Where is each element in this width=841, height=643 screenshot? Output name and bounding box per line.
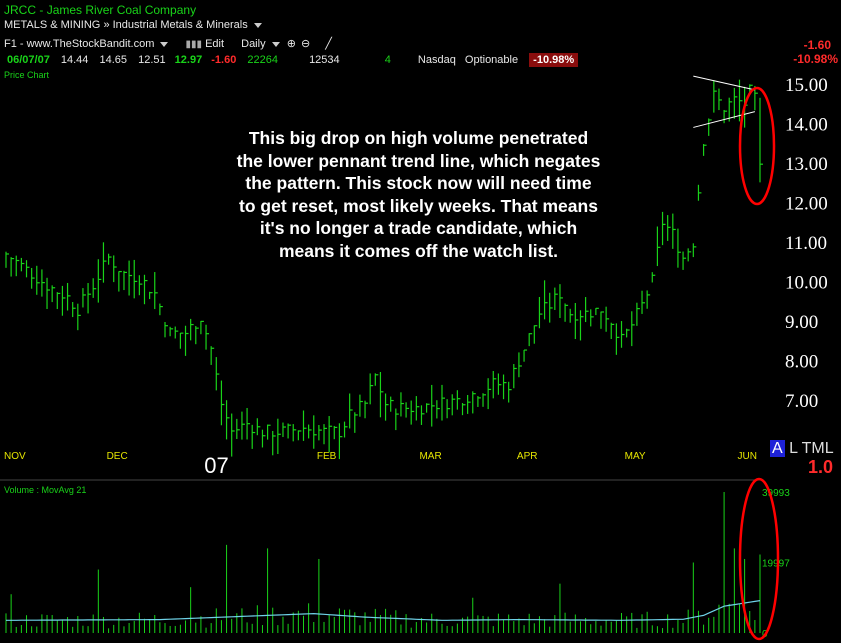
quote-change: -1.60 <box>211 54 237 66</box>
quote-avg-volume: 12534 <box>309 54 340 66</box>
l-label[interactable]: L <box>789 440 798 457</box>
date-tick-label: DEC <box>107 451 128 462</box>
pennant-line <box>693 111 755 128</box>
date-tick-label: APR <box>517 451 538 462</box>
industry: Industrial Metals & Minerals <box>112 19 248 31</box>
price-tick-label: 10.00 <box>785 273 828 294</box>
quote-high: 14.65 <box>99 54 128 66</box>
interval-selector[interactable]: Daily <box>241 38 266 50</box>
quote-date: 06/07/07 <box>7 54 50 66</box>
quote-count: 4 <box>384 54 391 66</box>
corner-value: 1.0 <box>808 457 834 477</box>
zoom-in-icon[interactable]: ⊕ <box>286 38 296 50</box>
volume-spike-highlight-circle <box>738 477 780 641</box>
annotation-line: the pattern. This stock now will need ti… <box>245 173 592 193</box>
toolbar: F1 - www.TheStockBandit.com ▮▮▮ Edit Dai… <box>4 37 332 50</box>
bars-icon[interactable]: ▮▮▮ <box>185 39 203 50</box>
right-change-pct: -10.98% <box>793 52 838 66</box>
quote-low: 12.51 <box>138 54 166 66</box>
chevron-down-icon[interactable] <box>253 22 262 28</box>
price-tick-label: 8.00 <box>785 352 818 373</box>
price-tick-label: 9.00 <box>785 312 818 333</box>
annotation-line: to get reset, most likely weeks. That me… <box>239 195 598 216</box>
sector-row[interactable]: METALS & MINING » Industrial Metals & Mi… <box>4 19 262 31</box>
edit-button[interactable]: Edit <box>205 38 225 50</box>
quote-open: 14.44 <box>60 54 89 66</box>
volume-bars <box>5 491 761 633</box>
source-selector[interactable]: F1 - www.TheStockBandit.com <box>4 38 155 50</box>
date-tick-label: MAY <box>625 451 646 462</box>
price-axis: 15.00 14.00 13.00 12.00 11.00 10.00 9.00 8.00 7.… <box>785 75 828 412</box>
pennant-trendlines <box>693 75 755 128</box>
date-tick-label: FEB <box>317 451 337 462</box>
quote-close: 12.97 <box>174 54 203 66</box>
date-tick-label: JUN <box>737 451 756 462</box>
right-change: -1.60 <box>803 38 831 52</box>
price-tick-label: 12.00 <box>785 194 828 215</box>
date-tick-label: NOV <box>4 451 26 462</box>
tml-label[interactable]: TML <box>801 440 834 457</box>
zoom-out-icon[interactable]: ⊖ <box>300 38 311 50</box>
optionable: Optionable <box>464 54 519 66</box>
price-tick-label: 11.00 <box>785 233 827 254</box>
price-tick-label: 15.00 <box>785 75 828 96</box>
chevron-down-icon[interactable] <box>271 41 280 47</box>
date-tick-label: MAR <box>419 451 441 462</box>
volume-moving-average-line <box>6 600 761 621</box>
price-drop-highlight-circle <box>738 86 776 206</box>
chevron-down-icon[interactable] <box>160 41 169 47</box>
draw-line-icon[interactable]: ╱ <box>325 38 332 50</box>
quote-row: 06/07/07 14.44 14.65 12.51 12.97 -1.60 2… <box>7 53 579 67</box>
sector: METALS & MINING <box>4 19 101 31</box>
company-name: James River Coal Company <box>46 3 197 17</box>
price-tick-label: 14.00 <box>785 115 828 136</box>
a-label[interactable]: A <box>770 440 785 457</box>
change-pct-badge: -10.98% <box>529 53 579 67</box>
annotation-line: it's no longer a trade candidate, which <box>259 218 578 238</box>
symbol-title: JRCC - James River Coal Company <box>4 3 197 17</box>
annotation-line: the lower pennant trend line, which nega… <box>236 150 601 171</box>
price-panel-label: Price Chart <box>4 70 50 80</box>
price-tick-label: 7.00 <box>785 391 818 412</box>
volume-tick-label: 19997 <box>762 558 790 569</box>
annotation-line: This big drop on high volume penetrated <box>248 128 589 148</box>
price-bars <box>5 79 763 460</box>
date-axis: NOV DEC 07 FEB MAR APR MAY JUN <box>4 451 757 478</box>
quote-volume: 22264 <box>247 54 278 66</box>
corner-labels: A L TML <box>770 440 834 458</box>
volume-tick-label: 39993 <box>762 488 790 499</box>
annotation-text: This big drop on high volume penetrated … <box>196 127 641 262</box>
volume-panel-label: Volume : MovAvg 21 <box>4 485 87 495</box>
pennant-line <box>693 75 755 91</box>
date-tick-label: 07 <box>204 453 228 478</box>
annotation-line: means it comes off the watch list. <box>278 240 559 261</box>
symbol: JRCC <box>4 3 36 17</box>
price-tick-label: 13.00 <box>785 154 828 175</box>
exchange: Nasdaq <box>417 54 456 66</box>
